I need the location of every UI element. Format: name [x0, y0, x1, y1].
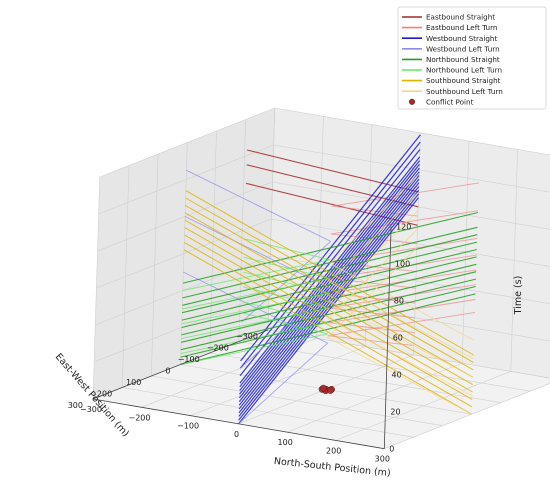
x-axis-label: North-South Position (m) [273, 456, 391, 479]
conflict-point-marker [320, 385, 326, 391]
z-tick-label: 60 [393, 334, 403, 343]
z-tick-label: 80 [394, 297, 404, 306]
x-tick-label: 100 [278, 438, 293, 447]
legend-label: Northbound Straight [426, 55, 500, 64]
z-tick-label: 120 [396, 223, 411, 232]
y-tick-label: −100 [178, 355, 200, 364]
legend-label: Northbound Left Turn [426, 66, 502, 75]
x-tick-label: −200 [129, 413, 151, 422]
z-axis-label: Time (s) [513, 276, 524, 316]
legend-label: Westbound Straight [426, 34, 497, 43]
x-tick-label: 0 [234, 430, 239, 439]
axis-panes [93, 108, 550, 449]
x-tick-label: 300 [375, 455, 390, 464]
legend-label: Southbound Straight [426, 76, 501, 85]
z-tick-label: 0 [389, 445, 394, 454]
y-tick-label: 300 [68, 401, 83, 410]
z-tick-label: 20 [390, 408, 400, 417]
z-tick-label: 100 [395, 260, 410, 269]
x-tick-label: 200 [326, 446, 341, 455]
y-tick-label: 100 [126, 378, 141, 387]
legend-label: Conflict Point [426, 97, 474, 106]
x-tick-label: −100 [177, 422, 199, 431]
conflict-point-marker [327, 387, 333, 393]
legend-label: Eastbound Left Turn [426, 23, 497, 32]
legend-label: Eastbound Straight [426, 13, 495, 22]
y-tick-label: −300 [236, 332, 258, 341]
y-tick-label: 0 [165, 367, 170, 376]
legend-label: Westbound Left Turn [426, 44, 500, 53]
z-tick-label: 40 [392, 371, 402, 380]
conflict-points [319, 385, 335, 394]
legend-label: Southbound Left Turn [426, 87, 503, 96]
legend-marker [409, 99, 415, 105]
y-tick-label: −200 [207, 344, 229, 353]
